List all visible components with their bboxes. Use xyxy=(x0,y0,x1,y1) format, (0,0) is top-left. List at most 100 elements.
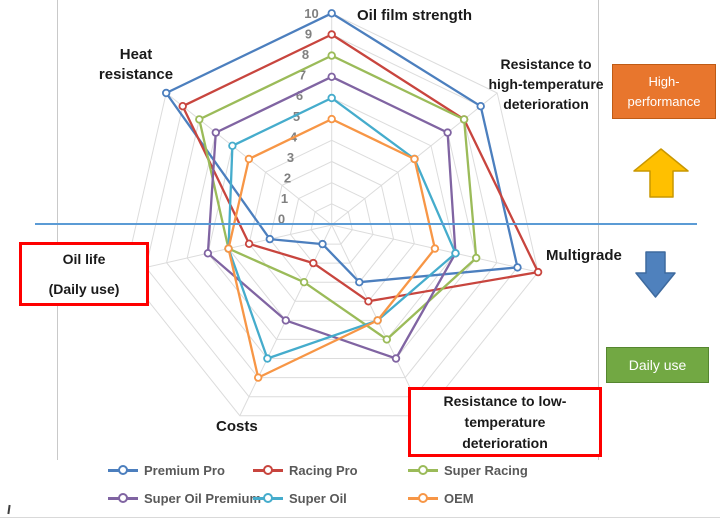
data-point-marker xyxy=(265,234,274,244)
series-line-oem xyxy=(227,117,437,379)
low-temp-callout-box: Resistance to low- temperature deteriora… xyxy=(408,387,602,457)
data-point-marker xyxy=(228,141,237,150)
data-point-marker xyxy=(430,244,440,253)
legend-marker-icon xyxy=(108,465,138,475)
legend-item-super-racing: Super Racing xyxy=(408,462,528,478)
radial-tick-label: 0 xyxy=(278,212,285,227)
axis-label-text: Multigrade xyxy=(546,247,622,264)
axis-label-text: Resistance to xyxy=(500,56,592,72)
legend-item-premium-pro: Premium Pro xyxy=(108,462,225,478)
legend-item-oem: OEM xyxy=(408,490,474,506)
axis-label-text: Costs xyxy=(216,418,258,435)
axis-label-heat-resistance: Heat resistance xyxy=(76,45,196,85)
data-point-marker xyxy=(281,316,290,325)
series-line-super-oil-premium xyxy=(206,75,457,360)
data-point-marker xyxy=(355,278,364,287)
radial-tick-label: 8 xyxy=(302,47,309,62)
grid-ring xyxy=(186,76,477,359)
legend-marker-icon xyxy=(253,493,283,503)
radial-tick-label: 2 xyxy=(284,170,291,185)
high-performance-badge: High- performance xyxy=(612,64,716,119)
data-point-marker xyxy=(327,30,336,39)
legend-item-super-oil: Super Oil xyxy=(253,490,347,506)
legend-label: OEM xyxy=(444,490,474,506)
series-line-racing-pro xyxy=(181,33,540,303)
data-point-marker xyxy=(327,93,336,103)
grid-ring xyxy=(207,97,457,340)
data-point-marker xyxy=(391,354,401,363)
daily-use-badge: Daily use xyxy=(606,347,709,383)
data-point-marker xyxy=(224,244,233,253)
grid-ring xyxy=(124,12,539,417)
data-point-marker xyxy=(410,154,419,164)
data-point-marker xyxy=(373,316,382,325)
legend-marker-icon xyxy=(408,465,438,475)
axis-label-text: deterioration xyxy=(462,434,548,451)
data-point-marker xyxy=(299,278,309,287)
plot-border-left xyxy=(57,0,58,460)
series-line-super-racing xyxy=(198,54,478,341)
legend-marker-icon xyxy=(108,493,138,503)
legend-label: Super Oil xyxy=(289,490,347,506)
legend-item-racing-pro: Racing Pro xyxy=(253,462,358,478)
axis-label-text: (Daily use) xyxy=(48,281,120,297)
legend-label: Super Racing xyxy=(444,462,528,478)
data-point-marker xyxy=(263,354,272,363)
axis-label-text: Heat xyxy=(119,46,153,63)
data-point-marker xyxy=(161,88,171,98)
grid-ring xyxy=(166,55,498,379)
grid-ring xyxy=(289,182,374,264)
badge-text: performance xyxy=(627,93,701,109)
legend-item-super-oil-premium: Super Oil Premium xyxy=(108,490,261,506)
grid-ring xyxy=(310,203,353,245)
axis-label-multigrade: Multigrade xyxy=(546,246,622,266)
legend-label: Racing Pro xyxy=(289,462,358,478)
legend-marker-icon xyxy=(408,493,438,503)
data-point-marker xyxy=(382,335,391,344)
grid-ring xyxy=(269,160,395,283)
data-point-marker xyxy=(309,258,318,268)
radial-tick-label: 1 xyxy=(281,191,288,206)
axis-label-text: resistance xyxy=(98,66,174,83)
radial-tick-label: 9 xyxy=(305,27,312,42)
data-point-marker xyxy=(472,253,481,263)
series-line-super-oil xyxy=(227,96,457,360)
axis-label-text: temperature xyxy=(464,413,546,430)
radial-tick-label: 7 xyxy=(299,68,306,83)
radial-tick-label: 6 xyxy=(296,88,303,103)
data-point-marker xyxy=(451,249,460,258)
data-point-marker xyxy=(318,239,327,249)
data-point-marker xyxy=(513,263,522,272)
axis-label-costs: Costs xyxy=(216,417,258,437)
data-point-marker xyxy=(327,9,336,18)
data-point-marker xyxy=(244,154,254,164)
radial-tick-label: 3 xyxy=(287,150,294,165)
data-point-marker xyxy=(327,51,336,60)
data-point-marker xyxy=(459,115,469,124)
data-point-marker xyxy=(327,72,336,81)
data-point-marker xyxy=(327,114,336,124)
axis-label-text: high-temperature xyxy=(488,76,604,92)
chart-bottom-border xyxy=(0,517,720,518)
badge-text: High- xyxy=(648,73,680,89)
data-point-marker xyxy=(443,128,452,137)
radial-tick-label: 5 xyxy=(293,109,300,124)
performance-divider-line xyxy=(35,223,697,225)
data-point-marker xyxy=(254,373,263,382)
data-point-marker xyxy=(211,128,220,137)
data-point-marker xyxy=(364,297,373,306)
legend-label: Super Oil Premium xyxy=(144,490,262,506)
data-point-marker xyxy=(533,267,543,277)
axis-label-high-temp: Resistance to high-temperature deteriora… xyxy=(466,54,626,114)
axis-label-text: deterioration xyxy=(503,96,589,112)
data-point-marker xyxy=(203,249,213,258)
radial-tick-label: 10 xyxy=(304,6,318,21)
axis-label-text: Oil film strength xyxy=(357,7,473,24)
legend-label: Premium Pro xyxy=(144,462,225,478)
data-point-marker xyxy=(195,115,204,124)
data-point-marker xyxy=(178,101,187,111)
data-point-marker xyxy=(244,239,254,248)
axis-label-oil-film-strength: Oil film strength xyxy=(357,6,472,26)
